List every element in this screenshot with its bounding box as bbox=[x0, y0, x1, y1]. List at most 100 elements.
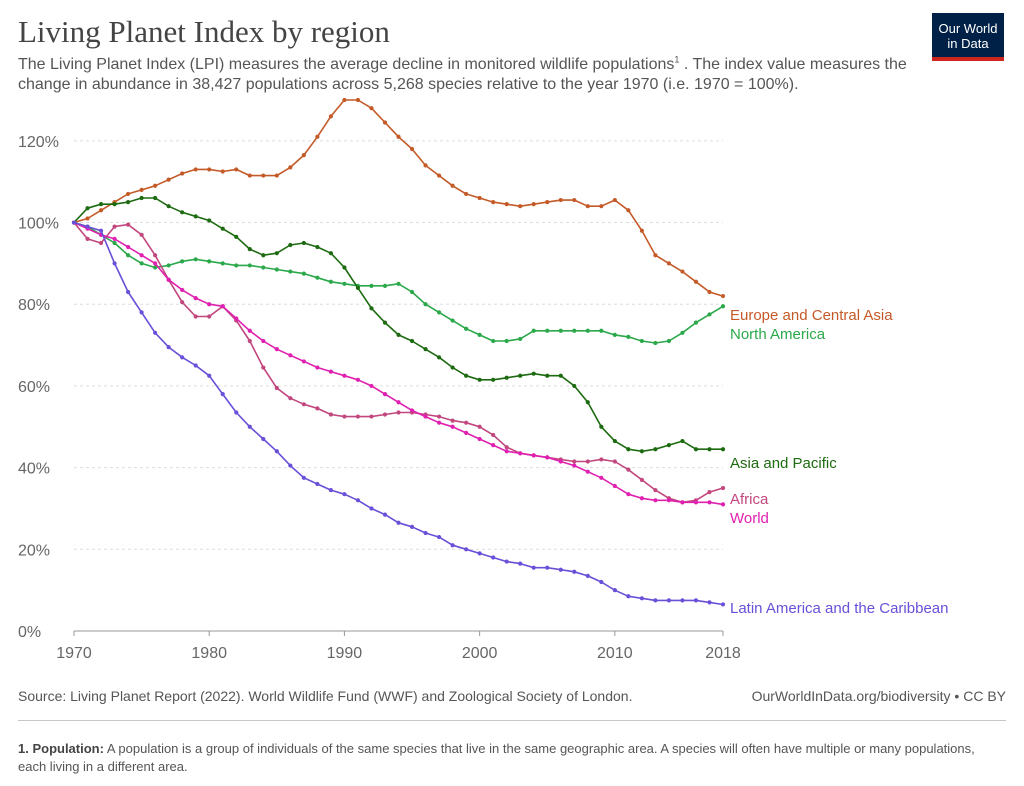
data-point-latin-america-and-the-caribbean[interactable] bbox=[369, 506, 374, 511]
data-point-europe-and-central-asia[interactable] bbox=[315, 134, 320, 139]
data-point-world[interactable] bbox=[707, 500, 712, 505]
data-point-latin-america-and-the-caribbean[interactable] bbox=[166, 345, 171, 350]
data-point-world[interactable] bbox=[274, 347, 279, 352]
data-point-europe-and-central-asia[interactable] bbox=[639, 228, 644, 233]
data-point-asia-and-pacific[interactable] bbox=[436, 355, 442, 360]
data-point-europe-and-central-asia[interactable] bbox=[382, 120, 388, 125]
data-point-world[interactable] bbox=[220, 304, 225, 309]
data-point-asia-and-pacific[interactable] bbox=[477, 377, 482, 382]
data-point-asia-and-pacific[interactable] bbox=[166, 204, 171, 209]
data-point-latin-america-and-the-caribbean[interactable] bbox=[193, 363, 198, 368]
series-label-north-america[interactable]: North America bbox=[730, 326, 826, 343]
data-point-africa[interactable] bbox=[572, 459, 577, 464]
data-point-world[interactable] bbox=[518, 451, 523, 456]
data-point-world[interactable] bbox=[288, 353, 293, 358]
data-point-asia-and-pacific[interactable] bbox=[558, 373, 563, 378]
data-point-latin-america-and-the-caribbean[interactable] bbox=[491, 555, 496, 560]
data-point-latin-america-and-the-caribbean[interactable] bbox=[626, 594, 631, 599]
data-point-europe-and-central-asia[interactable] bbox=[85, 216, 90, 221]
data-point-africa[interactable] bbox=[112, 224, 117, 229]
data-point-world[interactable] bbox=[153, 261, 158, 266]
data-point-africa[interactable] bbox=[720, 485, 726, 491]
data-point-latin-america-and-the-caribbean[interactable] bbox=[98, 228, 104, 233]
data-point-world[interactable] bbox=[112, 236, 117, 241]
data-point-europe-and-central-asia[interactable] bbox=[707, 289, 712, 295]
data-point-europe-and-central-asia[interactable] bbox=[423, 163, 428, 168]
data-point-world[interactable] bbox=[409, 408, 415, 413]
data-point-north-america[interactable] bbox=[423, 302, 428, 307]
data-point-europe-and-central-asia[interactable] bbox=[612, 197, 617, 203]
data-point-world[interactable] bbox=[639, 496, 644, 501]
data-point-world[interactable] bbox=[423, 414, 428, 419]
data-point-asia-and-pacific[interactable] bbox=[491, 377, 496, 382]
data-point-asia-and-pacific[interactable] bbox=[409, 338, 415, 344]
data-point-asia-and-pacific[interactable] bbox=[693, 447, 699, 452]
data-point-africa[interactable] bbox=[396, 410, 401, 415]
data-point-latin-america-and-the-caribbean[interactable] bbox=[558, 567, 563, 572]
data-point-latin-america-and-the-caribbean[interactable] bbox=[207, 373, 212, 378]
data-point-latin-america-and-the-caribbean[interactable] bbox=[328, 487, 333, 493]
data-point-latin-america-and-the-caribbean[interactable] bbox=[585, 573, 590, 578]
data-point-europe-and-central-asia[interactable] bbox=[666, 261, 672, 266]
data-point-north-america[interactable] bbox=[207, 259, 212, 264]
data-point-asia-and-pacific[interactable] bbox=[626, 447, 631, 452]
data-point-north-america[interactable] bbox=[125, 253, 131, 258]
data-point-latin-america-and-the-caribbean[interactable] bbox=[599, 579, 604, 585]
data-point-asia-and-pacific[interactable] bbox=[518, 373, 523, 378]
data-point-north-america[interactable] bbox=[680, 330, 685, 335]
data-point-asia-and-pacific[interactable] bbox=[572, 383, 577, 389]
data-point-north-america[interactable] bbox=[153, 265, 158, 270]
data-point-latin-america-and-the-caribbean[interactable] bbox=[666, 598, 672, 603]
data-point-world[interactable] bbox=[139, 253, 144, 258]
data-point-asia-and-pacific[interactable] bbox=[585, 400, 590, 405]
data-point-north-america[interactable] bbox=[545, 328, 550, 333]
data-point-europe-and-central-asia[interactable] bbox=[599, 204, 604, 209]
data-point-latin-america-and-the-caribbean[interactable] bbox=[355, 498, 361, 503]
data-point-europe-and-central-asia[interactable] bbox=[166, 177, 171, 182]
data-point-europe-and-central-asia[interactable] bbox=[139, 187, 144, 192]
data-point-latin-america-and-the-caribbean[interactable] bbox=[112, 261, 117, 266]
data-point-asia-and-pacific[interactable] bbox=[396, 332, 401, 337]
data-point-north-america[interactable] bbox=[612, 332, 617, 337]
data-point-europe-and-central-asia[interactable] bbox=[153, 183, 158, 188]
data-point-africa[interactable] bbox=[436, 414, 442, 419]
data-point-north-america[interactable] bbox=[558, 328, 563, 333]
data-point-world[interactable] bbox=[531, 453, 536, 458]
data-point-asia-and-pacific[interactable] bbox=[382, 320, 388, 325]
data-point-europe-and-central-asia[interactable] bbox=[585, 204, 590, 209]
data-point-latin-america-and-the-caribbean[interactable] bbox=[707, 600, 712, 605]
data-point-europe-and-central-asia[interactable] bbox=[531, 202, 536, 207]
data-point-europe-and-central-asia[interactable] bbox=[342, 97, 347, 103]
data-point-europe-and-central-asia[interactable] bbox=[180, 171, 185, 176]
data-point-world[interactable] bbox=[125, 244, 131, 250]
data-point-north-america[interactable] bbox=[666, 338, 672, 344]
data-point-world[interactable] bbox=[382, 391, 388, 397]
data-point-world[interactable] bbox=[234, 316, 239, 321]
data-point-north-america[interactable] bbox=[720, 304, 726, 309]
data-point-latin-america-and-the-caribbean[interactable] bbox=[301, 475, 306, 480]
data-point-asia-and-pacific[interactable] bbox=[193, 214, 198, 219]
data-point-asia-and-pacific[interactable] bbox=[707, 447, 712, 452]
data-point-north-america[interactable] bbox=[274, 267, 279, 272]
data-point-latin-america-and-the-caribbean[interactable] bbox=[71, 220, 77, 225]
data-point-africa[interactable] bbox=[261, 365, 266, 370]
data-point-latin-america-and-the-caribbean[interactable] bbox=[180, 355, 185, 360]
data-point-africa[interactable] bbox=[207, 314, 212, 319]
data-point-world[interactable] bbox=[207, 302, 212, 307]
data-point-europe-and-central-asia[interactable] bbox=[220, 169, 225, 174]
data-point-europe-and-central-asia[interactable] bbox=[464, 191, 469, 197]
data-point-north-america[interactable] bbox=[180, 259, 185, 264]
data-point-latin-america-and-the-caribbean[interactable] bbox=[612, 588, 617, 593]
data-point-world[interactable] bbox=[612, 483, 617, 489]
data-point-north-america[interactable] bbox=[288, 269, 293, 274]
data-point-africa[interactable] bbox=[599, 457, 604, 462]
data-point-asia-and-pacific[interactable] bbox=[315, 244, 320, 250]
data-point-world[interactable] bbox=[247, 328, 252, 333]
data-point-africa[interactable] bbox=[180, 300, 185, 305]
footnote-ref[interactable]: 1 bbox=[674, 54, 680, 65]
data-point-asia-and-pacific[interactable] bbox=[355, 285, 361, 290]
data-point-latin-america-and-the-caribbean[interactable] bbox=[653, 598, 658, 603]
data-point-world[interactable] bbox=[355, 377, 361, 382]
data-point-africa[interactable] bbox=[247, 338, 252, 344]
data-point-europe-and-central-asia[interactable] bbox=[450, 183, 455, 188]
